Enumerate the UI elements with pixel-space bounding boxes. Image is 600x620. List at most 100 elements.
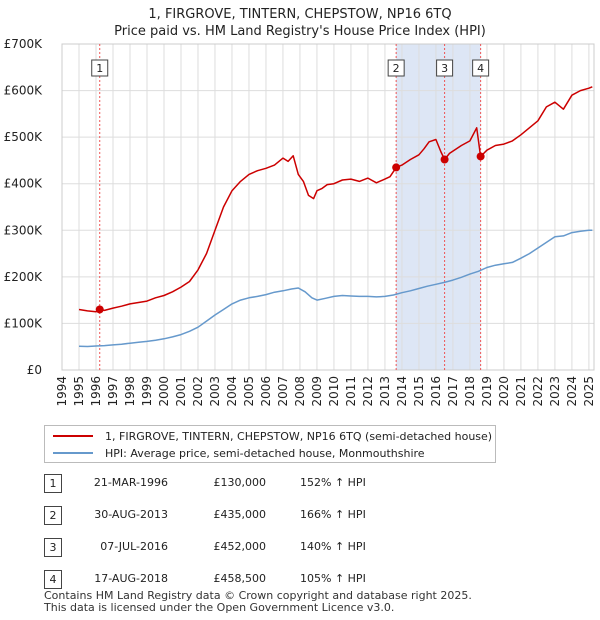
y-tick-label: £400K <box>4 177 44 191</box>
series-line-hpi <box>78 229 593 348</box>
sale-label-text: 4 <box>477 62 484 75</box>
x-tick-label: 2018 <box>463 376 477 407</box>
x-tick-label: 2025 <box>582 376 596 407</box>
legend-label-hpi: HPI: Average price, semi-detached house,… <box>105 446 425 460</box>
plot-frame <box>61 43 595 371</box>
x-tick-label: 2015 <box>412 376 426 407</box>
x-tick-label: 2014 <box>395 376 409 407</box>
x-tick-label: 2012 <box>361 376 375 407</box>
shaded-span <box>396 44 445 370</box>
sale-point <box>476 152 485 161</box>
legend-swatch-hpi <box>53 452 93 454</box>
sales-table: 1 21-MAR-1996 £130,000 152% ↑ HPI 2 30-A… <box>44 474 464 602</box>
x-tick-label: 2022 <box>531 376 545 407</box>
y-tick-label: £600K <box>4 84 44 98</box>
sale-point <box>392 163 401 172</box>
sale-hpi: 105% ↑ HPI <box>300 572 366 585</box>
footer-attribution: Contains HM Land Registry data © Crown c… <box>44 590 472 614</box>
x-tick-label: 2009 <box>310 376 324 407</box>
legend-item-price: 1, FIRGROVE, TINTERN, CHEPSTOW, NP16 6TQ… <box>53 428 492 444</box>
sale-number: 4 <box>44 570 62 589</box>
sale-date: 07-JUL-2016 <box>100 540 168 553</box>
shaded-spans <box>62 44 594 370</box>
series-line-price <box>78 86 593 313</box>
x-tick-label: 2006 <box>259 376 273 407</box>
y-tick-label: £500K <box>4 130 44 144</box>
legend-item-hpi: HPI: Average price, semi-detached house,… <box>53 445 425 461</box>
sale-price: £452,000 <box>213 540 267 553</box>
sale-hpi: 152% ↑ HPI <box>300 476 366 489</box>
sale-date: 21-MAR-1996 <box>93 476 168 489</box>
sale-price: £458,500 <box>213 572 267 585</box>
x-tick-label: 2021 <box>514 376 528 407</box>
y-axis-ticks: £0 £100K £200K £300K £400K £500K £600K £700K <box>4 37 44 377</box>
x-tick-label: 2002 <box>191 376 205 407</box>
x-tick-label: 2024 <box>565 376 579 407</box>
x-tick-label: 2000 <box>157 376 171 407</box>
table-row: 1 21-MAR-1996 £130,000 152% ↑ HPI <box>44 474 464 506</box>
footer-line-1: Contains HM Land Registry data © Crown c… <box>44 589 472 602</box>
plot-area <box>62 44 594 370</box>
x-tick-label: 1995 <box>72 376 86 407</box>
x-tick-label: 1999 <box>140 376 154 407</box>
sale-date: 30-AUG-2013 <box>94 508 168 521</box>
x-axis-ticks: 1994 1995 1996 1997 1998 1999 2000 2001 2002 2003… <box>55 376 596 407</box>
table-row: 3 07-JUL-2016 £452,000 140% ↑ HPI <box>44 538 464 570</box>
y-tick-label: £300K <box>4 223 44 237</box>
sale-price: £130,000 <box>213 476 267 489</box>
sale-date: 17-AUG-2018 <box>94 572 168 585</box>
legend-label-price: 1, FIRGROVE, TINTERN, CHEPSTOW, NP16 6TQ… <box>105 429 493 443</box>
x-tick-label: 2007 <box>276 376 290 407</box>
y-tick-label: £0 <box>27 363 42 377</box>
sale-label-box <box>387 59 405 77</box>
sale-point <box>95 305 104 314</box>
series-lines <box>78 86 593 348</box>
x-tick-label: 2008 <box>293 376 307 407</box>
footer-line-2: This data is licensed under the Open Gov… <box>44 601 395 614</box>
x-tick-label: 1994 <box>55 376 69 407</box>
sale-label-text: 2 <box>393 62 400 75</box>
sale-label-text: 1 <box>96 62 103 75</box>
x-tick-label: 2013 <box>378 376 392 407</box>
x-tick-label: 2023 <box>548 376 562 407</box>
sale-label-boxes: 1 2 3 4 <box>91 59 490 77</box>
x-tick-label: 2016 <box>429 376 443 407</box>
shaded-span <box>444 44 481 370</box>
title-line-2: Price paid vs. HM Land Registry's House … <box>114 24 486 39</box>
x-tick-label: 2004 <box>225 376 239 407</box>
x-tick-label: 1996 <box>89 376 103 407</box>
x-tick-label: 2011 <box>344 376 358 407</box>
sale-label-box <box>436 59 454 77</box>
table-row: 4 17-AUG-2018 £458,500 105% ↑ HPI <box>44 570 464 602</box>
sale-number: 2 <box>44 506 62 525</box>
x-tick-label: 2001 <box>174 376 188 407</box>
chart-legend: 1, FIRGROVE, TINTERN, CHEPSTOW, NP16 6TQ… <box>44 425 496 463</box>
price-chart: £0 £100K £200K £300K £400K £500K £600K £700K 19… <box>4 37 596 407</box>
sale-points <box>95 152 485 314</box>
sale-point <box>440 155 449 164</box>
sale-number: 1 <box>44 474 62 493</box>
x-tick-label: 2019 <box>480 376 494 407</box>
sale-number: 3 <box>44 538 62 557</box>
legend-swatch-price <box>53 435 93 437</box>
x-tick-label: 1998 <box>123 376 137 407</box>
sale-hpi: 140% ↑ HPI <box>300 540 366 553</box>
sale-hpi: 166% ↑ HPI <box>300 508 366 521</box>
x-tick-label: 2017 <box>446 376 460 407</box>
x-tick-label: 2005 <box>242 376 256 407</box>
y-tick-label: £700K <box>4 37 44 51</box>
sale-label-text: 3 <box>441 62 448 75</box>
chart-title: 1, FIRGROVE, TINTERN, CHEPSTOW, NP16 6TQ… <box>0 6 600 40</box>
x-tick-label: 2010 <box>327 376 341 407</box>
x-tick-label: 1997 <box>106 376 120 407</box>
y-tick-label: £200K <box>4 270 44 284</box>
sale-price: £435,000 <box>213 508 267 521</box>
sale-label-box <box>472 59 490 77</box>
sale-label-box <box>91 59 109 77</box>
x-tick-label: 2020 <box>497 376 511 407</box>
grid-lines <box>61 43 595 371</box>
table-row: 2 30-AUG-2013 £435,000 166% ↑ HPI <box>44 506 464 538</box>
y-tick-label: £100K <box>4 316 44 330</box>
x-tick-label: 2003 <box>208 376 222 407</box>
title-line-1: 1, FIRGROVE, TINTERN, CHEPSTOW, NP16 6TQ <box>148 7 452 22</box>
